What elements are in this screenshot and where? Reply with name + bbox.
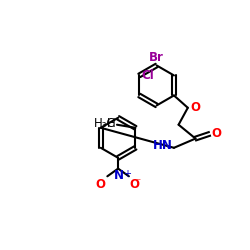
Text: Br: Br (149, 51, 164, 64)
Text: O: O (95, 178, 105, 191)
Text: H: H (107, 118, 116, 130)
Text: ⁻: ⁻ (135, 177, 140, 187)
Text: H₃C: H₃C (94, 118, 116, 130)
Text: O: O (190, 101, 200, 114)
Text: +: + (123, 169, 131, 179)
Text: O: O (212, 127, 222, 140)
Text: HN: HN (152, 139, 172, 152)
Text: O: O (130, 178, 140, 191)
Text: Cl: Cl (142, 69, 154, 82)
Text: N: N (114, 169, 124, 182)
